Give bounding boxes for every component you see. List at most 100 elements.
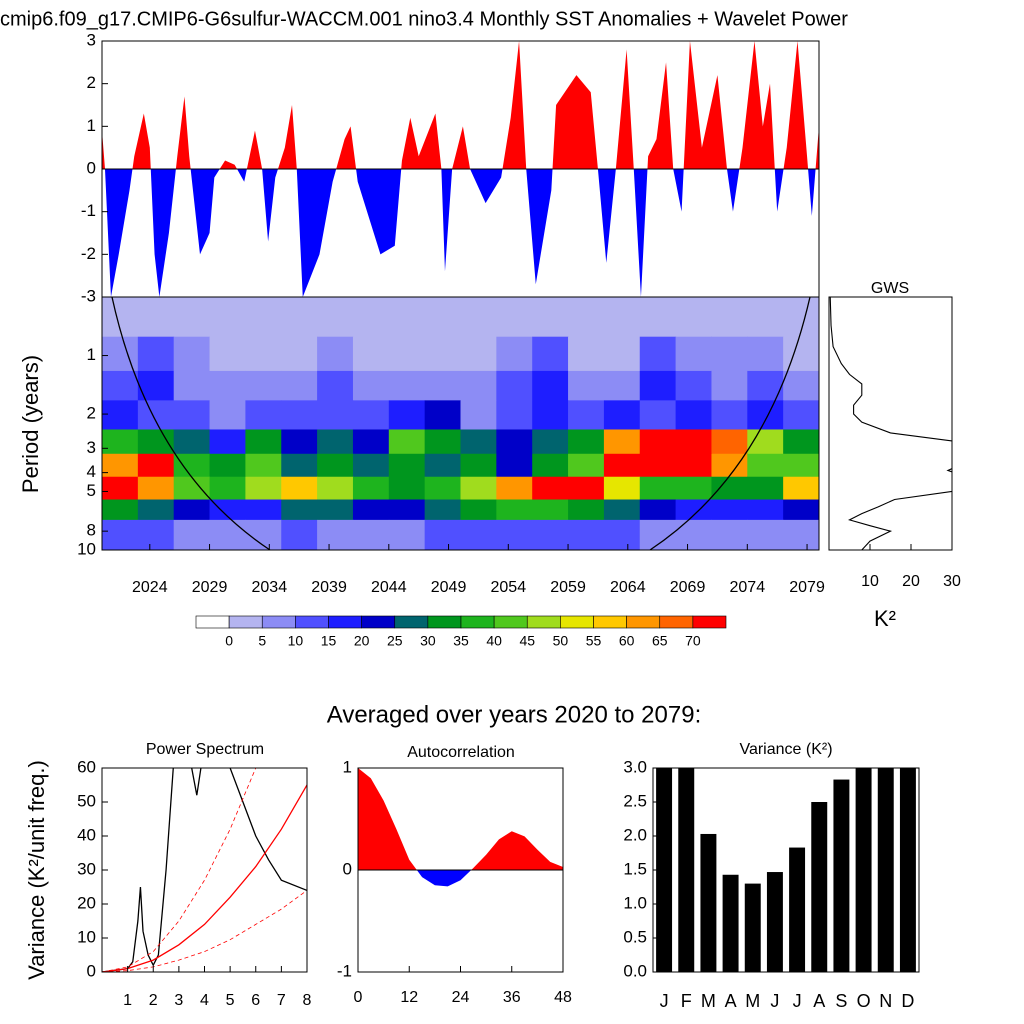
power-cell: [317, 519, 354, 550]
power-cell: [245, 297, 282, 338]
power-cell: [352, 519, 390, 550]
power-cell: [639, 336, 677, 372]
colorbar-label: 65: [652, 633, 668, 649]
bar: [811, 802, 828, 972]
y-tick-label: -2: [81, 244, 96, 263]
power-cell: [747, 499, 784, 521]
plot-frame: [101, 296, 820, 551]
colorbar-box: [295, 615, 329, 629]
power-cell: [352, 499, 390, 521]
colorbar-box: [361, 615, 396, 629]
power-cell: [102, 453, 139, 478]
y-tick-label: 60: [77, 757, 96, 776]
power-cell: [352, 476, 390, 501]
x-tick-label: 2049: [431, 579, 467, 596]
power-cell: [711, 499, 748, 521]
power-cell: [281, 476, 318, 501]
power-cell: [460, 297, 497, 338]
power-cell: [532, 519, 569, 550]
power-cell: [388, 519, 426, 550]
chart-title: Power Spectrum: [146, 741, 264, 758]
spectrum-line: [102, 768, 307, 972]
power-cell: [388, 476, 426, 501]
bar: [833, 779, 850, 972]
spectrum-line: [102, 768, 257, 972]
y-tick-label: 10: [77, 539, 96, 558]
bar: [877, 768, 894, 972]
power-cell: [639, 476, 677, 501]
x-tick-label: 2044: [371, 579, 407, 596]
power-cell: [460, 453, 497, 478]
colorbar-box: [460, 615, 495, 629]
x-tick-label: 30: [943, 573, 961, 590]
power-cell: [281, 400, 318, 430]
power-cell: [173, 519, 211, 550]
spectrum-line: [102, 784, 307, 972]
y-tick-label: 2: [87, 73, 96, 92]
power-cell: [173, 429, 211, 455]
x-tick-label: 2034: [252, 579, 288, 596]
colorbar-label: 25: [387, 633, 403, 649]
power-cell: [317, 400, 354, 430]
bar: [678, 768, 695, 972]
x-tick-label: 2024: [132, 579, 168, 596]
power-cell: [639, 400, 677, 430]
y-tick-label: 2.5: [623, 791, 647, 810]
bar: [744, 883, 761, 972]
y-tick-label: 5: [87, 481, 96, 500]
power-cell: [496, 453, 533, 478]
power-cell: [603, 499, 641, 521]
colorbar-box: [394, 615, 429, 629]
bar: [722, 874, 739, 972]
bar: [789, 847, 806, 972]
x-tick-label: 8: [303, 992, 312, 1009]
x-tick-label: D: [901, 991, 914, 1011]
cone-of-influence: [111, 296, 271, 551]
power-cell: [388, 499, 426, 521]
power-cell: [102, 336, 139, 372]
colorbar-box: [195, 615, 230, 629]
power-cell: [711, 336, 748, 372]
power-cell: [675, 400, 712, 430]
power-cell: [568, 297, 605, 338]
power-cell: [173, 370, 211, 401]
colorbar-box: [261, 615, 296, 629]
y-tick-label: -1: [337, 961, 352, 980]
y-tick-label: 2: [87, 404, 96, 423]
x-tick-label: 2079: [789, 579, 825, 596]
power-cell: [173, 297, 211, 338]
y-tick-label: 40: [77, 825, 96, 844]
y-tick-label: -3: [81, 286, 96, 305]
power-cell: [532, 297, 569, 338]
power-cell: [783, 336, 819, 372]
power-cell: [711, 429, 748, 455]
x-tick-label: A: [725, 991, 737, 1011]
power-cell: [317, 370, 354, 401]
x-tick-label: J: [793, 991, 802, 1011]
power-cell: [603, 400, 641, 430]
x-tick-label: J: [660, 991, 669, 1011]
colorbar-label: 15: [321, 633, 337, 649]
power-cell: [281, 499, 318, 521]
power-cell: [675, 297, 712, 338]
x-tick-label: 20: [902, 573, 920, 590]
colorbar-label: 0: [225, 633, 233, 649]
y-axis-label: Period (years): [18, 355, 43, 493]
chart-title: Variance (K²): [739, 741, 832, 758]
power-cell: [496, 336, 533, 372]
power-cell: [317, 453, 354, 478]
power-cell: [568, 519, 605, 550]
power-cell: [532, 499, 569, 521]
power-cell: [424, 476, 461, 501]
power-cell: [496, 499, 533, 521]
main-title: cmip6.f09_g17.CMIP6-G6sulfur-WACCM.001 n…: [0, 8, 848, 30]
power-cell: [102, 400, 139, 430]
colorbar-box: [626, 615, 661, 629]
power-cell: [747, 297, 784, 338]
power-cell: [281, 429, 318, 455]
power-cell: [137, 336, 175, 372]
x-tick-label: 7: [277, 992, 286, 1009]
y-tick-label: 8: [87, 521, 96, 540]
power-cell: [352, 400, 390, 430]
